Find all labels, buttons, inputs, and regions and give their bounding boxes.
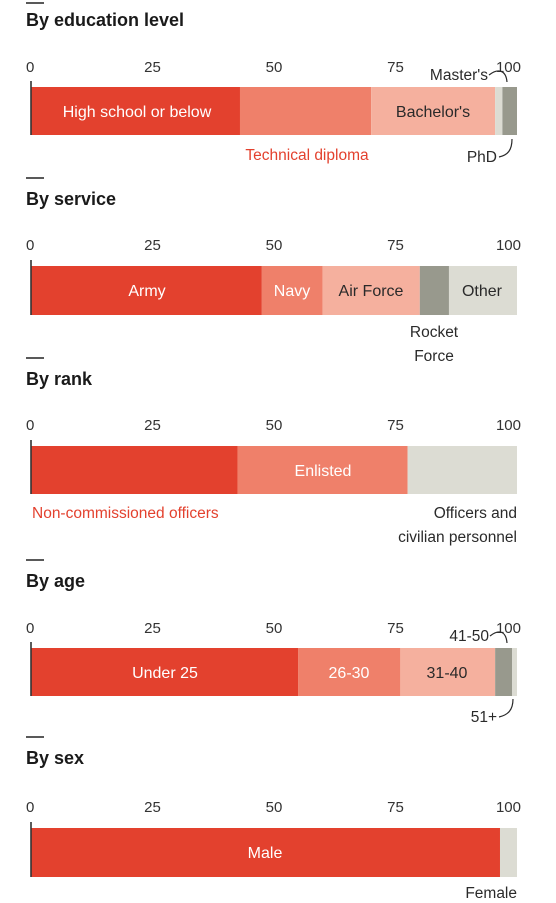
panel-title: By sex [26,748,84,768]
tick-label-0: 0 [26,59,34,76]
tick-label-100: 100 [496,417,521,434]
bar-segment-phd [502,87,517,135]
tick-label-0: 0 [26,237,34,254]
label-nco: Non-commissioned officers [32,505,219,522]
tick-label-50: 50 [266,59,283,76]
bar-segment-rocket-force [419,266,449,315]
label-41-50: 41-50 [449,628,489,645]
leader-51-plus [498,698,514,718]
bar-segment-under-25 [31,648,299,696]
tick-label-25: 25 [144,620,161,637]
panel-title: By rank [26,369,93,389]
label-technical-diploma: Technical diploma [245,147,369,164]
tick-label-100: 100 [496,59,521,76]
label-rocket-force-line2: Force [414,348,454,365]
tick-label-25: 25 [144,799,161,816]
tick-label-75: 75 [387,59,404,76]
label-bachelors: Bachelor's [396,104,470,121]
label-other: Other [462,283,503,300]
label-army: Army [128,283,165,300]
leader-41-50 [489,631,508,644]
label-high-school: High school or below [63,104,212,121]
label-masters: Master's [430,67,488,84]
label-31-40: 31-40 [427,665,468,682]
bar-segment-air-force [322,266,420,315]
bar-segment-26-30 [298,648,401,696]
tick-label-0: 0 [26,799,34,816]
panel-age: By age 0 25 50 75 100 Under 25 26-30 31-40 4… [26,559,521,726]
tick-label-25: 25 [144,59,161,76]
label-officers-line2: civilian personnel [398,529,517,546]
label-under-25: Under 25 [132,665,198,682]
bar-segment-master-s [495,87,503,135]
tick-label-75: 75 [387,799,404,816]
label-51-plus: 51+ [471,709,497,726]
tick-label-25: 25 [144,237,161,254]
label-officers-line1: Officers and [434,505,517,522]
leader-phd [498,138,513,158]
panel-rank: By rank 0 25 50 75 100 Enlisted Non-commissi… [26,357,521,546]
bar-segment-other [448,266,517,315]
tick-label-0: 0 [26,620,34,637]
label-navy: Navy [274,283,310,300]
bar-segment-army [31,266,262,315]
label-phd: PhD [467,149,497,166]
tick-label-50: 50 [266,417,283,434]
tick-label-75: 75 [387,620,404,637]
tick-label-0: 0 [26,417,34,434]
panel-title: By service [26,189,116,209]
tick-label-100: 100 [496,237,521,254]
label-air-force: Air Force [339,283,404,300]
bar-segment-41-50 [495,648,513,696]
label-female: Female [465,885,517,902]
bar-segment-technical-diploma [239,87,372,135]
bar-segment-officers-and-civilian-personnel [407,446,517,494]
panel-education: By education level 0 25 50 75 100 High schoo… [26,2,521,166]
bar-segment-female [499,828,517,877]
panel-title: By age [26,571,85,591]
panel-title: By education level [26,10,184,30]
label-enlisted: Enlisted [295,463,352,480]
tick-label-50: 50 [266,799,283,816]
panel-service: By service 0 25 50 75 100 Army Navy Air Forc… [26,177,521,365]
bar-segment-31-40 [400,648,496,696]
bar-segment-51 [512,648,517,696]
bar-segment-male [31,828,500,877]
bar-segment-non-commissioned-officers [31,446,238,494]
panel-sex: By sex 0 25 50 75 100 Male Female [26,736,521,902]
label-male: Male [248,845,283,862]
bar-segment-enlisted [237,446,408,494]
tick-label-50: 50 [266,237,283,254]
tick-label-50: 50 [266,620,283,637]
bar-segment-bachelor-s [371,87,496,135]
bar-segment-navy [261,266,323,315]
tick-label-100: 100 [496,620,521,637]
tick-label-25: 25 [144,417,161,434]
tick-label-75: 75 [387,237,404,254]
leader-masters [488,70,508,83]
label-26-30: 26-30 [329,665,370,682]
label-rocket-force-line1: Rocket [410,324,459,341]
bar-segment-high-school-or-below [31,87,240,135]
tick-label-75: 75 [387,417,404,434]
tick-label-100: 100 [496,799,521,816]
